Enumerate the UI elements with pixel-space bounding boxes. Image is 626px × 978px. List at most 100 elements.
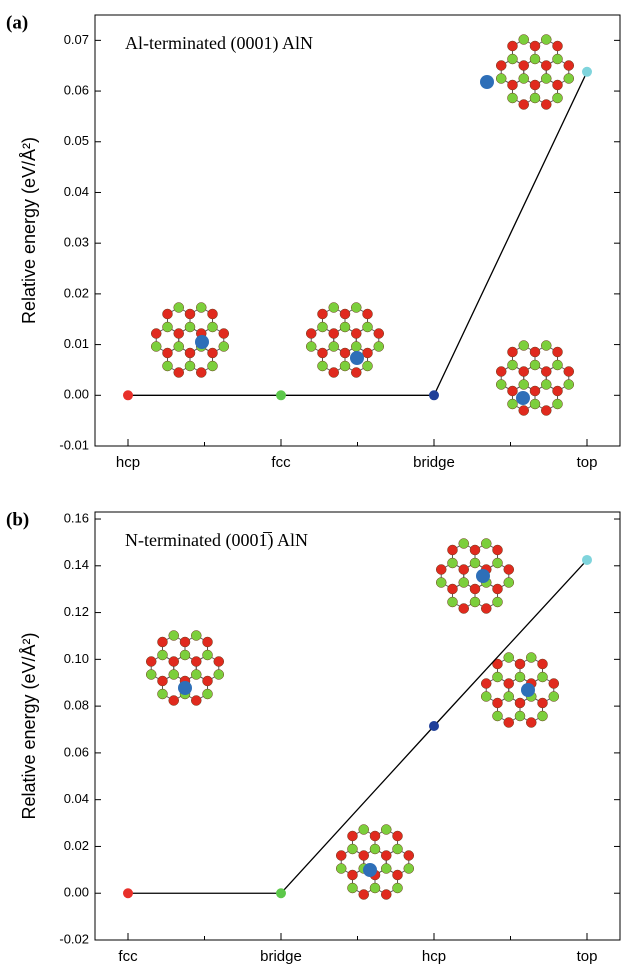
atom: [317, 360, 328, 372]
atom: [548, 678, 560, 689]
adatom: [350, 351, 364, 365]
atom: [518, 73, 529, 84]
atom: [381, 824, 392, 835]
atom: [552, 346, 563, 358]
atom: [150, 328, 162, 339]
y-tick-label: 0.02: [64, 285, 89, 300]
atom: [207, 360, 218, 372]
atom: [351, 367, 362, 378]
atom: [492, 710, 503, 722]
atom: [339, 308, 351, 320]
atom: [191, 695, 202, 706]
atom: [168, 669, 179, 680]
y-tick-label: 0.01: [64, 336, 89, 351]
y-tick-label: 0.04: [64, 184, 89, 199]
atom: [179, 636, 191, 648]
atom: [392, 869, 403, 881]
y-tick-label: -0.01: [59, 437, 89, 452]
atom: [213, 656, 225, 667]
y-tick-label: 0.06: [64, 82, 89, 97]
atom: [514, 697, 526, 709]
atom: [458, 577, 469, 588]
data-point: [429, 390, 439, 401]
y-tick-label: -0.02: [59, 931, 89, 946]
atom: [168, 656, 179, 667]
atom: [514, 658, 526, 670]
atom: [518, 405, 529, 416]
data-point: [276, 390, 286, 401]
x-tick-label: fcc: [118, 948, 138, 965]
atom: [492, 596, 503, 608]
x-tick-label: bridge: [413, 454, 455, 471]
atom-cluster: [435, 538, 515, 614]
adatom: [521, 683, 535, 697]
atom: [351, 302, 362, 313]
atom: [518, 366, 529, 377]
series-line: [128, 71, 588, 396]
atom: [507, 398, 518, 410]
atom: [392, 830, 403, 842]
data-point: [429, 721, 439, 731]
atom: [184, 321, 196, 333]
atom: [162, 321, 173, 333]
panel-title: N-terminated (0001̅) AlN: [125, 530, 308, 551]
panel-title: Al-terminated (0001) AlN: [125, 33, 313, 54]
atom: [469, 583, 481, 595]
atom: [552, 385, 563, 397]
adatom: [480, 75, 494, 89]
atom: [328, 328, 339, 339]
atom: [351, 341, 362, 352]
atom: [162, 308, 173, 320]
x-tick-label: top: [577, 454, 598, 471]
atom: [358, 824, 369, 835]
panel-label: (a): [6, 12, 28, 33]
atom: [480, 691, 492, 702]
y-axis-label: Relative energy (eV/Å²): [19, 632, 39, 819]
atom: [541, 340, 552, 351]
atom-cluster: [495, 340, 575, 416]
atom: [529, 398, 541, 410]
atom: [507, 40, 518, 52]
atom: [507, 385, 518, 397]
atom: [202, 649, 213, 661]
atom-cluster: [305, 302, 385, 378]
atom: [317, 321, 328, 333]
atom: [492, 583, 503, 595]
atom: [529, 92, 541, 104]
x-tick-label: hcp: [116, 454, 140, 471]
atom: [157, 688, 168, 700]
atom: [202, 636, 213, 648]
atom: [339, 347, 351, 359]
atom: [305, 328, 317, 339]
atom-cluster: [480, 34, 575, 110]
atom: [347, 843, 358, 855]
atom: [469, 596, 481, 608]
atom: [157, 636, 168, 648]
atom: [381, 863, 392, 874]
atom: [381, 889, 392, 900]
atom: [552, 92, 563, 104]
atom-cluster: [480, 652, 560, 728]
atom-cluster: [145, 630, 225, 706]
atom: [392, 882, 403, 894]
atom: [552, 398, 563, 410]
atom: [480, 678, 492, 689]
atom: [362, 321, 373, 333]
atom: [184, 360, 196, 372]
atom: [351, 328, 362, 339]
atom: [335, 850, 347, 861]
atom: [541, 60, 552, 71]
x-tick-label: bridge: [260, 948, 302, 965]
atom: [541, 379, 552, 390]
atom: [537, 710, 548, 722]
atom: [492, 557, 503, 569]
atom: [207, 321, 218, 333]
atom: [196, 367, 207, 378]
atom: [469, 544, 481, 556]
atom: [458, 538, 469, 549]
atom: [218, 328, 230, 339]
atom: [369, 843, 381, 855]
atom: [526, 652, 537, 663]
atom: [328, 341, 339, 352]
atom: [507, 92, 518, 104]
